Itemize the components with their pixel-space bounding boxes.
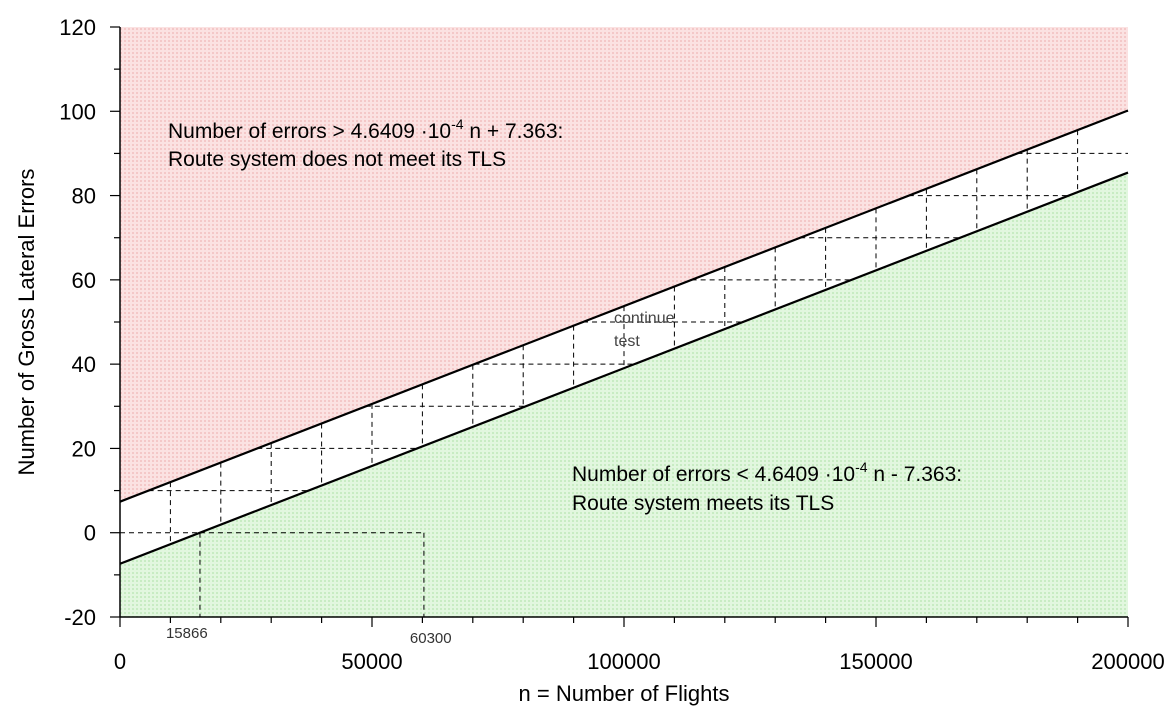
series-lines <box>119 109 1129 565</box>
y-tick-label: 40 <box>72 352 96 377</box>
x-tick-label: 0 <box>114 649 126 674</box>
marker-label: 60300 <box>410 630 452 647</box>
x-tick-label: 100000 <box>587 649 660 674</box>
y-tick-label: 60 <box>72 268 96 293</box>
y-ticks: -20 0 20 40 60 80 100 120 <box>59 15 120 630</box>
x-axis-title: n = Number of Flights <box>519 681 730 706</box>
marker-label: 15866 <box>166 625 208 642</box>
continue-test-grid <box>120 110 1128 545</box>
x-tick-label: 50000 <box>341 649 402 674</box>
continue-test-label-line2: test <box>614 333 640 350</box>
y-tick-label: 120 <box>59 15 96 40</box>
marker-labels: 15866 60300 <box>166 625 452 647</box>
lower-annotation-line1: Number of errors < 4.6409 ·10-4 n - 7.36… <box>572 459 962 486</box>
y-tick-label: 0 <box>84 521 96 546</box>
upper-annotation-line1: Number of errors > 4.6409 ·10-4 n + 7.36… <box>168 116 563 143</box>
x-tick-label: 150000 <box>839 649 912 674</box>
lower-annotation-line2: Route system meets its TLS <box>572 492 834 515</box>
y-axis-title: Number of Gross Lateral Errors <box>14 169 39 476</box>
marker-lines <box>199 532 425 617</box>
annotations: Number of errors > 4.6409 ·10-4 n + 7.36… <box>168 116 962 515</box>
series-line-lower <box>119 171 1129 565</box>
upper-annotation-line2: Route system does not meet its TLS <box>168 148 506 171</box>
x-tick-label: 200000 <box>1091 649 1164 674</box>
y-tick-label: -20 <box>64 605 96 630</box>
decision-regions <box>120 27 1128 617</box>
x-ticks: 0 50000 100000 150000 200000 <box>114 617 1165 674</box>
series-line-upper <box>119 109 1129 503</box>
reject-region <box>120 27 1128 502</box>
y-tick-label: 20 <box>72 436 96 461</box>
y-tick-label: 100 <box>59 99 96 124</box>
accept-region <box>120 172 1128 617</box>
y-tick-label: 80 <box>72 184 96 209</box>
continue-test-label-line1: continue <box>614 310 675 327</box>
